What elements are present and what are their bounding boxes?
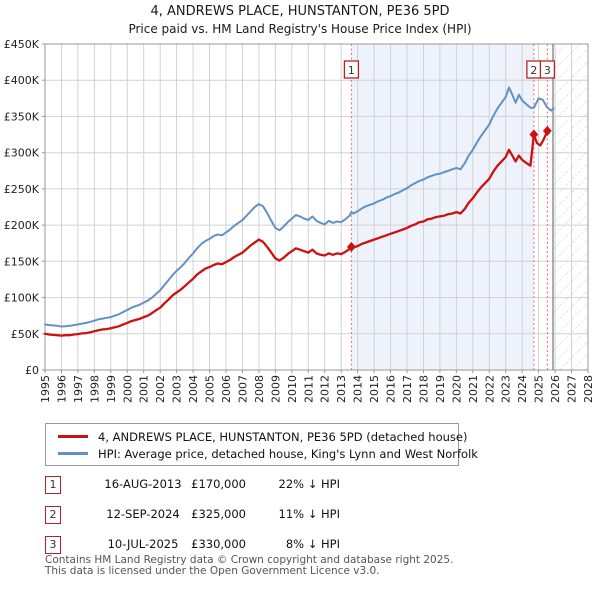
legend-line-sample-property bbox=[58, 435, 88, 438]
svg-text:2017: 2017 bbox=[401, 375, 414, 403]
svg-text:2025: 2025 bbox=[533, 375, 546, 403]
transaction-vs-hpi: 11% ↓ HPI bbox=[278, 507, 340, 521]
svg-text:2014: 2014 bbox=[352, 375, 365, 403]
hpi-line bbox=[44, 86, 555, 328]
svg-text:1999: 1999 bbox=[105, 375, 118, 403]
transaction-price: £330,000 bbox=[191, 537, 246, 551]
svg-text:£150K: £150K bbox=[4, 255, 40, 268]
svg-text:2003: 2003 bbox=[171, 375, 184, 403]
svg-text:1996: 1996 bbox=[56, 375, 69, 403]
svg-text:2022: 2022 bbox=[483, 375, 496, 403]
svg-text:2006: 2006 bbox=[220, 375, 233, 403]
svg-text:2027: 2027 bbox=[566, 375, 579, 403]
svg-text:£400K: £400K bbox=[4, 74, 40, 87]
transaction-price: £325,000 bbox=[191, 507, 246, 521]
svg-text:1: 1 bbox=[348, 64, 355, 77]
legend-item-hpi: HPI: Average price, detached house, King… bbox=[46, 445, 478, 462]
svg-text:2008: 2008 bbox=[253, 375, 266, 403]
svg-text:2021: 2021 bbox=[467, 375, 480, 403]
footer: Contains HM Land Registry data © Crown c… bbox=[45, 555, 453, 577]
svg-text:£200K: £200K bbox=[4, 219, 40, 232]
svg-text:£0: £0 bbox=[25, 364, 39, 377]
svg-text:£450K: £450K bbox=[4, 38, 40, 51]
svg-text:1997: 1997 bbox=[72, 375, 85, 403]
transaction-vs-hpi: 22% ↓ HPI bbox=[278, 477, 340, 491]
transaction-number-badge: 1 bbox=[45, 476, 61, 494]
future-hatch-region bbox=[553, 44, 588, 370]
transaction-number-badge: 3 bbox=[45, 536, 61, 554]
footer-line-1: Contains HM Land Registry data © Crown c… bbox=[45, 554, 454, 566]
price-chart: 1 2 3 £0 £50K £100K £150K £200K £250K £300K £350… bbox=[4, 38, 595, 403]
legend-item-property: 4, ANDREWS PLACE, HUNSTANTON, PE36 5PD (… bbox=[46, 428, 467, 445]
svg-text:£300K: £300K bbox=[4, 147, 40, 160]
transaction-date: 16-AUG-2013 bbox=[104, 477, 182, 491]
legend: 4, ANDREWS PLACE, HUNSTANTON, PE36 5PD (… bbox=[45, 423, 478, 466]
svg-text:2001: 2001 bbox=[138, 375, 151, 403]
svg-text:2020: 2020 bbox=[450, 375, 463, 403]
svg-text:2016: 2016 bbox=[385, 375, 398, 403]
svg-text:2011: 2011 bbox=[302, 375, 315, 403]
transaction-number-badge: 2 bbox=[45, 506, 61, 524]
sale-marker-diamond bbox=[542, 125, 552, 136]
svg-text:2015: 2015 bbox=[368, 375, 381, 403]
svg-text:£250K: £250K bbox=[4, 183, 40, 196]
svg-text:£350K: £350K bbox=[4, 110, 40, 123]
svg-text:2010: 2010 bbox=[286, 375, 299, 403]
svg-text:2007: 2007 bbox=[237, 375, 250, 403]
property-price-line bbox=[43, 129, 550, 337]
svg-text:2018: 2018 bbox=[418, 375, 431, 403]
svg-text:2013: 2013 bbox=[335, 375, 348, 403]
y-axis-labels: £0 £50K £100K £150K £200K £250K £300K £350K £400… bbox=[4, 38, 40, 377]
svg-text:2012: 2012 bbox=[319, 375, 332, 403]
svg-text:£100K: £100K bbox=[4, 292, 40, 305]
svg-text:2028: 2028 bbox=[582, 375, 595, 403]
footer-line-2: This data is licensed under the Open Gov… bbox=[45, 565, 380, 577]
svg-text:2004: 2004 bbox=[187, 375, 200, 403]
sale-marker-diamond bbox=[346, 241, 356, 252]
svg-text:2023: 2023 bbox=[500, 375, 513, 403]
chart-subtitle: Price paid vs. HM Land Registry's House … bbox=[128, 22, 472, 36]
svg-text:2026: 2026 bbox=[549, 375, 562, 403]
transaction-vs-hpi: 8% ↓ HPI bbox=[285, 537, 340, 551]
sale-number-box: 2 bbox=[526, 60, 542, 79]
sale-number-box: 1 bbox=[343, 60, 360, 79]
sale-number-box: 3 bbox=[539, 60, 556, 79]
svg-text:3: 3 bbox=[544, 64, 551, 77]
svg-text:2: 2 bbox=[530, 64, 537, 77]
legend-label-hpi: HPI: Average price, detached house, King… bbox=[98, 446, 478, 461]
svg-text:2019: 2019 bbox=[434, 375, 447, 403]
chart-title: 4, ANDREWS PLACE, HUNSTANTON, PE36 5PD bbox=[150, 4, 450, 19]
sale-marker-diamond bbox=[529, 129, 539, 140]
svg-text:2005: 2005 bbox=[204, 375, 217, 403]
x-axis-labels: 1995 1996 1997 1998 1999 2000 2001 2002 2003 2004… bbox=[39, 375, 595, 403]
svg-text:2024: 2024 bbox=[516, 375, 529, 403]
svg-text:1995: 1995 bbox=[39, 375, 52, 403]
svg-text:£50K: £50K bbox=[11, 328, 40, 341]
svg-text:2000: 2000 bbox=[121, 375, 134, 403]
plot-border bbox=[44, 43, 589, 371]
svg-text:1998: 1998 bbox=[88, 375, 101, 403]
legend-line-sample-hpi bbox=[58, 452, 88, 455]
legend-label-property: 4, ANDREWS PLACE, HUNSTANTON, PE36 5PD (… bbox=[98, 429, 468, 444]
transaction-price: £170,000 bbox=[191, 477, 246, 491]
svg-text:2009: 2009 bbox=[269, 375, 282, 403]
transaction-date: 10-JUL-2025 bbox=[107, 537, 179, 551]
svg-text:2002: 2002 bbox=[154, 375, 167, 403]
transaction-date: 12-SEP-2024 bbox=[106, 507, 180, 521]
